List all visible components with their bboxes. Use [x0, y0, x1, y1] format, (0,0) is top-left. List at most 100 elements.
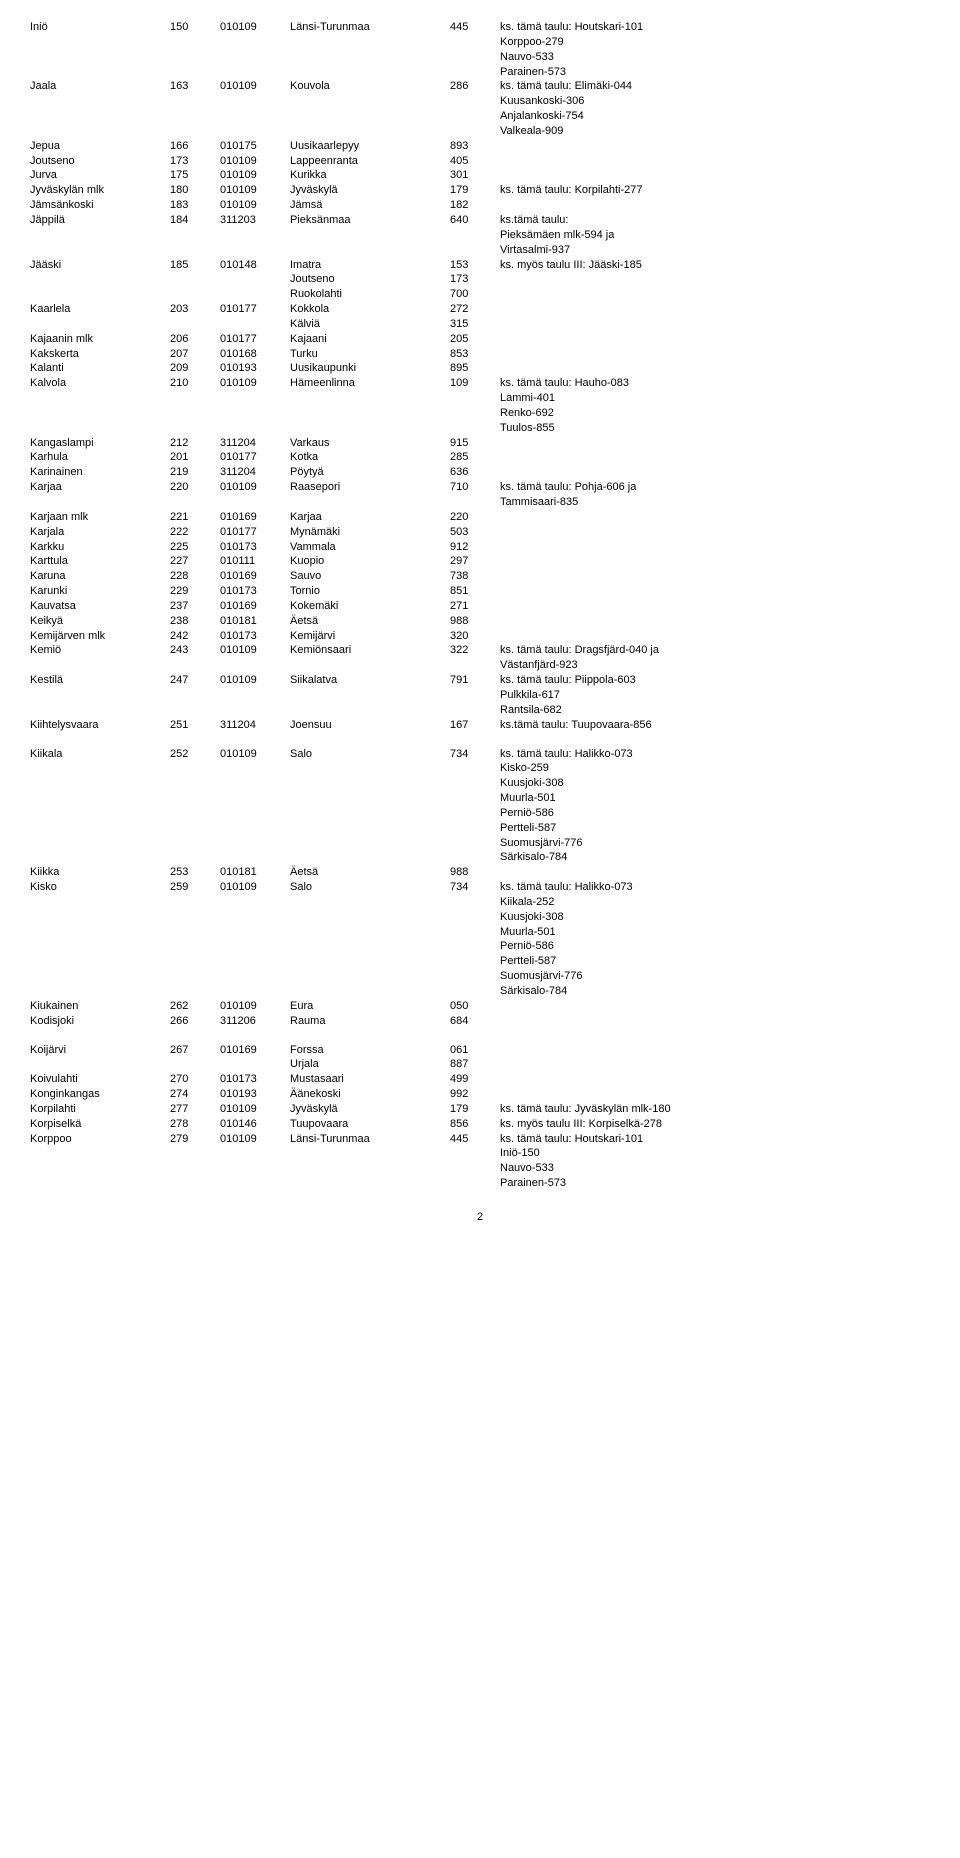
destination-number: 320: [450, 629, 500, 644]
table-row: Kemiö243010109Kemiönsaari322ks. tämä tau…: [30, 643, 930, 658]
destination-name: Raasepori: [290, 480, 450, 495]
destination-number: 322: [450, 643, 500, 658]
municipality-name: Kalvola: [30, 376, 170, 391]
destination-number: 272: [450, 302, 500, 317]
table-row: Kaarlela203010177Kokkola272: [30, 302, 930, 317]
table-subrow: Iniö-150: [30, 1146, 930, 1161]
destination-name: Joutseno: [290, 272, 450, 287]
municipality-name: Karjaa: [30, 480, 170, 495]
code: 010169: [220, 510, 290, 525]
table-subrow: Nauvo-533: [30, 1161, 930, 1176]
code: 010109: [220, 999, 290, 1014]
destination-name: Kajaani: [290, 332, 450, 347]
municipality-number: 227: [170, 554, 220, 569]
municipality-number: 267: [170, 1043, 220, 1058]
municipality-number: 222: [170, 525, 220, 540]
table-row: Karkku225010173Vammala912: [30, 540, 930, 555]
municipality-number: 238: [170, 614, 220, 629]
municipality-number: 229: [170, 584, 220, 599]
municipality-number: 220: [170, 480, 220, 495]
municipality-name: Kaarlela: [30, 302, 170, 317]
destination-number: 912: [450, 540, 500, 555]
code: 010181: [220, 614, 290, 629]
municipality-name: Karjaan mlk: [30, 510, 170, 525]
destination-name: Urjala: [290, 1057, 450, 1072]
municipality-number: 201: [170, 450, 220, 465]
municipality-name: Kalanti: [30, 361, 170, 376]
note: Renko-692: [500, 406, 930, 421]
municipality-number: 207: [170, 347, 220, 362]
municipality-number: 185: [170, 258, 220, 273]
note: Särkisalo-784: [500, 984, 930, 999]
destination-name: Kokkola: [290, 302, 450, 317]
municipality-name: Kemiö: [30, 643, 170, 658]
code: 010177: [220, 450, 290, 465]
municipality-name: Kisko: [30, 880, 170, 895]
municipality-table: Iniö150010109Länsi-Turunmaa445ks. tämä t…: [30, 20, 930, 1191]
municipality-number: 150: [170, 20, 220, 35]
table-row: Kiihtelysvaara251311204Joensuu167ks.tämä…: [30, 718, 930, 733]
note: ks. tämä taulu: Dragsfjärd-040 ja: [500, 643, 930, 658]
table-subrow: Joutseno173: [30, 272, 930, 287]
destination-name: Salo: [290, 747, 450, 762]
municipality-name: Karjala: [30, 525, 170, 540]
note: Tammisaari-835: [500, 495, 930, 510]
destination-number: 734: [450, 747, 500, 762]
table-row: Koijärvi267010169Forssa061: [30, 1043, 930, 1058]
destination-number: 297: [450, 554, 500, 569]
table-row: Jämsänkoski183010109Jämsä182: [30, 198, 930, 213]
note: ks. tämä taulu: Houtskari-101: [500, 1132, 930, 1147]
municipality-number: 247: [170, 673, 220, 688]
destination-name: Vammala: [290, 540, 450, 555]
destination-number: 061: [450, 1043, 500, 1058]
destination-number: 895: [450, 361, 500, 376]
municipality-number: 277: [170, 1102, 220, 1117]
table-row: Koivulahti270010173Mustasaari499: [30, 1072, 930, 1087]
municipality-number: 210: [170, 376, 220, 391]
note: ks. tämä taulu: Hauho-083: [500, 376, 930, 391]
destination-number: 205: [450, 332, 500, 347]
table-row: Kalanti209010193Uusikaupunki895: [30, 361, 930, 376]
code: 311203: [220, 213, 290, 228]
table-row: Kestilä247010109Siikalatva791ks. tämä ta…: [30, 673, 930, 688]
note: Rantsila-682: [500, 703, 930, 718]
destination-name: Pöytyä: [290, 465, 450, 480]
code: 010109: [220, 747, 290, 762]
note: ks. tämä taulu: Elimäki-044: [500, 79, 930, 94]
destination-name: Kemijärvi: [290, 629, 450, 644]
table-subrow: Virtasalmi-937: [30, 243, 930, 258]
municipality-name: Kakskerta: [30, 347, 170, 362]
destination-number: 405: [450, 154, 500, 169]
table-row: Kisko259010109Salo734ks. tämä taulu: Hal…: [30, 880, 930, 895]
code: 010109: [220, 376, 290, 391]
table-row: Keikyä238010181Äetsä988: [30, 614, 930, 629]
table-subrow: Kuusankoski-306: [30, 94, 930, 109]
destination-number: 167: [450, 718, 500, 733]
municipality-number: 212: [170, 436, 220, 451]
code: 010173: [220, 584, 290, 599]
destination-name: Äetsä: [290, 614, 450, 629]
table-subrow: Muurla-501: [30, 791, 930, 806]
note: ks. tämä taulu: Halikko-073: [500, 747, 930, 762]
destination-number: 179: [450, 1102, 500, 1117]
table-subrow: Kuusjoki-308: [30, 910, 930, 925]
table-subrow: Särkisalo-784: [30, 984, 930, 999]
destination-number: 220: [450, 510, 500, 525]
destination-name: Salo: [290, 880, 450, 895]
municipality-number: 266: [170, 1014, 220, 1029]
municipality-name: Koijärvi: [30, 1043, 170, 1058]
table-subrow: Parainen-573: [30, 1176, 930, 1191]
table-row: Kakskerta207010168Turku853: [30, 347, 930, 362]
code: 010175: [220, 139, 290, 154]
destination-name: Uusikaupunki: [290, 361, 450, 376]
table-subrow: Kälviä315: [30, 317, 930, 332]
destination-name: Mustasaari: [290, 1072, 450, 1087]
municipality-name: Karuna: [30, 569, 170, 584]
table-row: Jaala163010109Kouvola286ks. tämä taulu: …: [30, 79, 930, 94]
note: ks. tämä taulu: Jyväskylän mlk-180: [500, 1102, 930, 1117]
destination-number: 700: [450, 287, 500, 302]
code: 010109: [220, 198, 290, 213]
table-row: Jääski185010148Imatra153ks. myös taulu I…: [30, 258, 930, 273]
destination-name: Kuopio: [290, 554, 450, 569]
note: Perniö-586: [500, 939, 930, 954]
